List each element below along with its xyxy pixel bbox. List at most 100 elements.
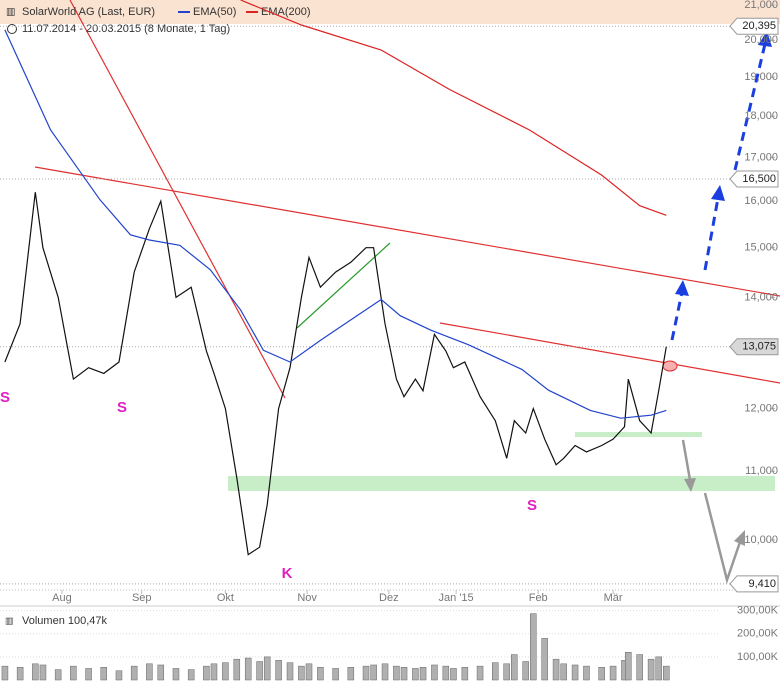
down-arrow [681, 439, 692, 481]
volume-bar [233, 658, 241, 681]
x-tick-label: Sep [132, 592, 152, 604]
x-tick-label: Okt [217, 592, 234, 604]
volume-bar [347, 667, 355, 681]
trend-line [34, 166, 780, 297]
volume-bar [560, 663, 567, 681]
y-tick-label: 10,000 [744, 534, 778, 546]
y-tick-label: 16,000 [744, 195, 778, 207]
x-tick-label: Jan '15 [439, 592, 474, 604]
y-tick-label: 20,000 [744, 34, 778, 46]
volume-bar [305, 663, 313, 681]
volume-bar [663, 665, 670, 681]
arrow-head [758, 31, 772, 47]
annotation: S [527, 497, 537, 514]
volume-bar [647, 658, 655, 681]
price-box [729, 170, 779, 188]
chart-title: SolarWorld AG (Last, EUR) [22, 6, 155, 18]
trend-lines [34, 0, 780, 585]
volume-bar [187, 669, 195, 681]
y-tick-label: 14,000 [744, 291, 778, 303]
target-arrow [703, 197, 720, 271]
support-zone-small [575, 432, 702, 437]
volume-bar [256, 661, 263, 681]
volume-bar [146, 663, 153, 681]
volume-bar [39, 664, 47, 681]
volume-tick-label: 300,00K [737, 605, 779, 617]
volume-bar [85, 668, 92, 681]
y-tick-label: 15,000 [744, 242, 778, 254]
volume-bar [210, 663, 218, 681]
price-label: 20,395 [742, 20, 776, 32]
annotation: K [282, 565, 293, 582]
volume-bar [298, 665, 305, 681]
volume-bar [244, 657, 252, 681]
x-tick-label: Nov [297, 592, 317, 604]
target-arrow [733, 43, 767, 171]
volume-tick-label: 100,00K [737, 651, 779, 663]
volume-bar [530, 613, 537, 681]
volume-label: Volumen 100,47k [22, 615, 108, 627]
volume-bar [362, 665, 370, 681]
volume-bar [70, 665, 77, 681]
volume-bar [32, 663, 39, 681]
volume-bar [412, 668, 419, 681]
volume-bar [16, 667, 24, 681]
y-tick-label: 17,000 [744, 151, 778, 163]
volume-bar [130, 665, 138, 681]
volume-bar [393, 665, 400, 681]
arrow-head [711, 185, 725, 201]
volume-bar [450, 668, 457, 681]
support-zone [228, 476, 775, 491]
volume-bar [541, 638, 548, 681]
y-tick-label: 12,000 [744, 402, 778, 414]
volume-bar [522, 661, 529, 681]
volume-bar [419, 667, 427, 681]
price-line [4, 192, 667, 556]
volume-bar [286, 662, 294, 681]
volume-bar [598, 667, 605, 681]
volume-bar [203, 665, 210, 681]
volume-bar [172, 668, 180, 681]
target-arrow [670, 291, 684, 341]
volume-bar [275, 660, 282, 681]
trend-line [69, 0, 286, 399]
annotation: S [0, 389, 10, 406]
volume-bar [370, 664, 377, 681]
volume-bar [476, 665, 484, 681]
volume-bar [636, 654, 643, 681]
volume-tick-label: 200,00K [737, 628, 779, 640]
clock-icon [7, 24, 17, 34]
y-tick-label: 19,000 [744, 71, 778, 83]
volume-bar [571, 664, 579, 681]
trend-line [296, 242, 391, 329]
volume-bar [431, 664, 438, 681]
y-tick-label: 11,000 [745, 465, 778, 477]
ema-line [4, 29, 667, 419]
volume-bar [552, 658, 560, 681]
volume-bar [54, 669, 62, 681]
down-arrow [703, 492, 742, 585]
volume-bar [332, 668, 339, 681]
legend-label: EMA(200) [261, 6, 311, 18]
x-tick-label: Dez [379, 592, 399, 604]
volume-bar [609, 665, 617, 681]
volume-bar [583, 665, 590, 681]
x-tick-label: Aug [52, 592, 72, 604]
arrow-head [684, 478, 696, 492]
marker-circle [662, 360, 678, 372]
price-label: 16,500 [742, 173, 776, 185]
volume-bar [492, 662, 499, 681]
x-tick-label: Mär [604, 592, 623, 604]
volume-bar [442, 665, 450, 681]
price-box [729, 575, 779, 593]
volume-bar [100, 667, 108, 681]
arrow-head [734, 530, 745, 546]
volume-bar [1, 665, 9, 681]
chart-icon: ▥ [6, 7, 15, 18]
volume-icon: ▥ [5, 615, 14, 625]
volume-bar [222, 662, 229, 681]
ema-line [240, 0, 667, 216]
volume-bar [625, 652, 632, 681]
volume-bar [317, 667, 324, 681]
